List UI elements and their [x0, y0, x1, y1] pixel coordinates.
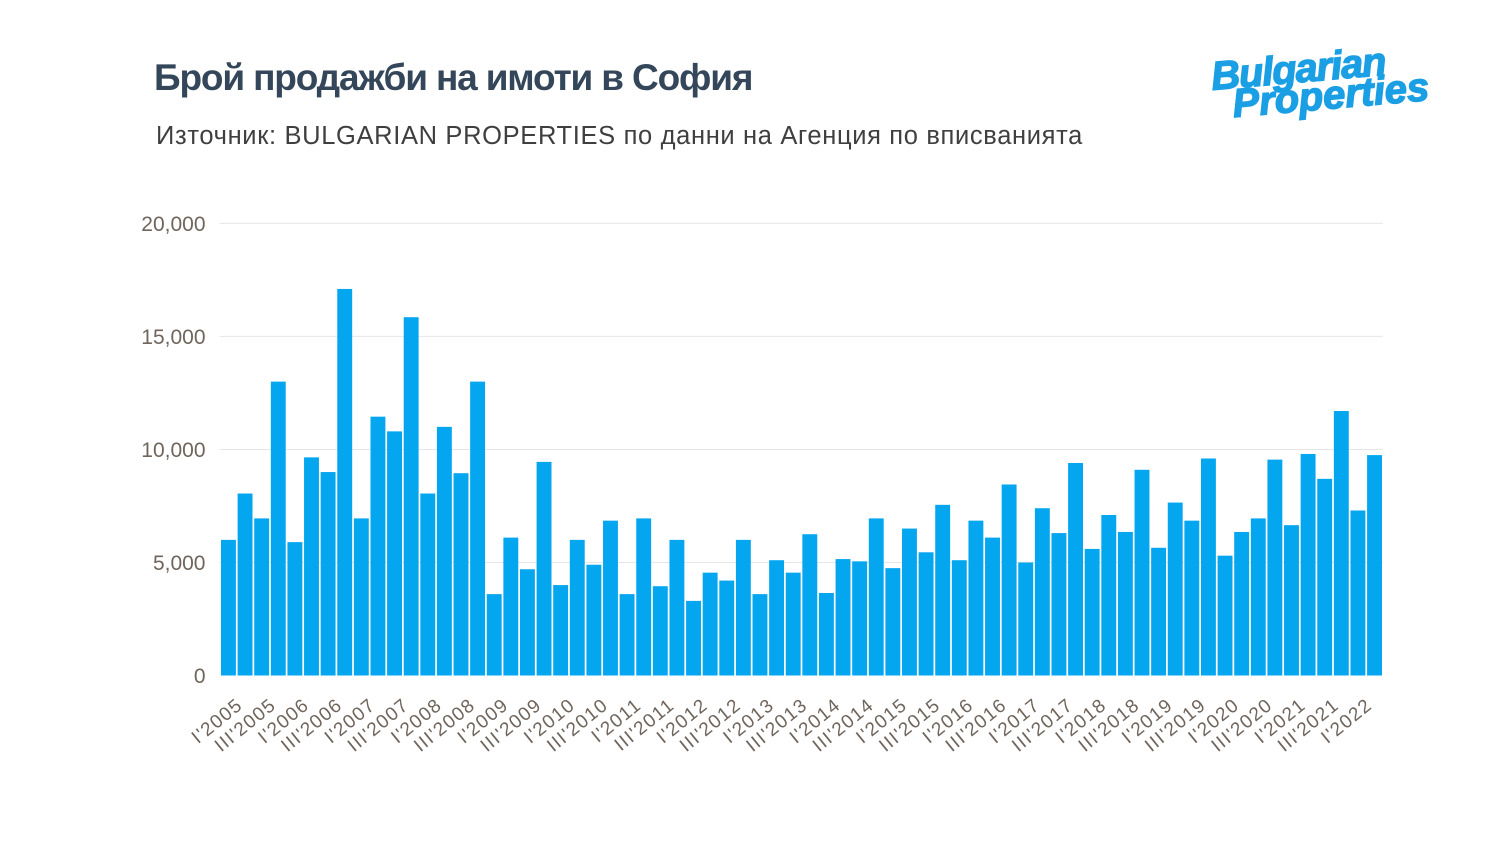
svg-text:20,000: 20,000 [141, 213, 205, 236]
svg-text:0: 0 [194, 665, 206, 688]
svg-text:10,000: 10,000 [141, 439, 205, 462]
svg-text:15,000: 15,000 [141, 326, 205, 349]
svg-text:5,000: 5,000 [153, 552, 206, 575]
